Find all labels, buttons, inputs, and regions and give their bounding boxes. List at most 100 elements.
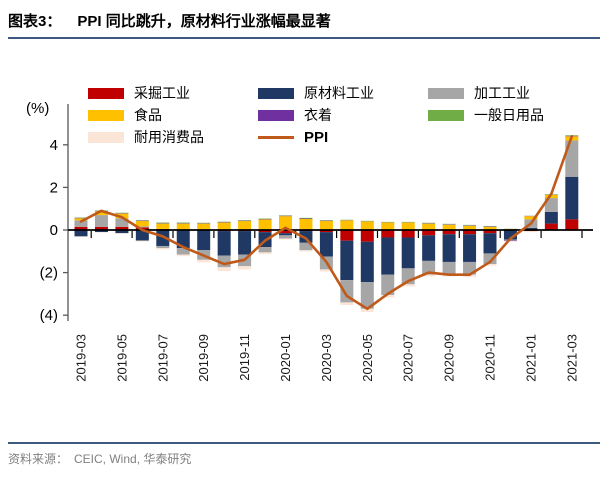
durable-consumer-goods-segment bbox=[238, 266, 252, 270]
legend-label-durable-consumer-goods: 耐用消费品 bbox=[134, 131, 204, 146]
bar-2020-04 bbox=[340, 219, 354, 305]
source-line: 资料来源： CEIC, Wind, 华泰研究 bbox=[8, 450, 191, 467]
processing-industry-segment bbox=[442, 261, 456, 275]
durable-consumer-goods-segment bbox=[197, 259, 211, 263]
raw-materials-industry-segment bbox=[463, 234, 477, 262]
figure-label: 图表3： bbox=[8, 13, 62, 30]
processing-industry-segment bbox=[565, 140, 579, 177]
legend-label-ppi: PPI bbox=[304, 128, 329, 146]
bar-2020-06 bbox=[381, 221, 395, 298]
bar-2020-05 bbox=[360, 220, 374, 312]
clothing-legend-swatch bbox=[258, 109, 294, 121]
food-segment bbox=[176, 223, 190, 230]
processing-industry-segment bbox=[135, 226, 149, 228]
bar-2020-09 bbox=[442, 223, 456, 277]
processing-industry-segment bbox=[544, 198, 558, 212]
x-tick-label: 2019-09 bbox=[196, 334, 211, 382]
durable-consumer-goods-segment bbox=[483, 264, 497, 266]
processing-industry-segment bbox=[381, 274, 395, 295]
food-segment bbox=[217, 222, 231, 230]
food-legend-swatch bbox=[88, 109, 124, 121]
mining-industry-segment bbox=[94, 226, 108, 230]
durable-consumer-goods-segment bbox=[115, 233, 129, 234]
durable-consumer-goods-segment bbox=[135, 240, 149, 242]
raw-materials-industry-segment bbox=[524, 227, 538, 230]
legend-label-clothing: 衣着 bbox=[304, 109, 332, 124]
food-segment bbox=[135, 221, 149, 227]
mining-industry-segment bbox=[565, 219, 579, 230]
processing-industry-segment bbox=[422, 260, 436, 275]
y-axis-unit-label: (%) bbox=[26, 100, 50, 117]
processing-industry-segment bbox=[94, 215, 108, 227]
legend-label-raw-materials-industry: 原材料工业 bbox=[304, 87, 374, 102]
bar-2020-01 bbox=[279, 215, 292, 240]
raw-materials-industry-segment bbox=[238, 231, 252, 255]
food-segment bbox=[483, 226, 497, 230]
figure-title: PPI 同比跳升，原材料行业涨幅最显著 bbox=[77, 13, 331, 30]
y-tick-label: (4) bbox=[40, 307, 58, 324]
y-tick-label: 4 bbox=[50, 137, 58, 154]
durable-consumer-goods-segment bbox=[503, 241, 517, 242]
food-segment bbox=[544, 194, 558, 199]
mining-industry-segment bbox=[279, 230, 292, 234]
bar-2021-03 bbox=[565, 135, 579, 232]
figure-header: 图表3： PPI 同比跳升，原材料行业涨幅最显著 bbox=[8, 10, 331, 31]
durable-consumer-goods-segment bbox=[279, 238, 292, 240]
mining-industry-segment bbox=[401, 230, 415, 238]
x-tick-label: 2020-05 bbox=[360, 334, 375, 382]
raw-materials-industry-segment bbox=[279, 233, 292, 236]
durable-consumer-goods-segment bbox=[381, 294, 395, 298]
y-tick-label: 0 bbox=[50, 222, 58, 239]
food-segment bbox=[463, 225, 477, 230]
durable-consumer-goods-segment bbox=[299, 250, 313, 252]
legend-item-processing-industry: 加工工业 bbox=[428, 86, 544, 102]
food-segment bbox=[238, 221, 252, 230]
mining-industry-segment bbox=[483, 230, 497, 234]
mining-industry-legend-swatch bbox=[88, 87, 124, 99]
processing-industry-segment bbox=[279, 235, 292, 239]
raw-materials-industry-segment bbox=[340, 240, 354, 281]
general-daily-goods-segment bbox=[299, 217, 313, 219]
raw-materials-industry-segment bbox=[74, 230, 88, 237]
mining-industry-segment bbox=[74, 226, 88, 230]
raw-materials-industry-segment bbox=[401, 237, 415, 269]
processing-industry-segment bbox=[176, 248, 190, 255]
food-segment bbox=[381, 222, 395, 230]
bar-2019-08 bbox=[176, 222, 190, 257]
mining-industry-segment bbox=[115, 226, 129, 230]
food-segment bbox=[422, 223, 436, 230]
x-tick-label: 2020-07 bbox=[401, 334, 416, 382]
food-segment bbox=[74, 218, 88, 221]
raw-materials-industry-segment bbox=[442, 234, 456, 262]
legend-label-mining-industry: 采掘工业 bbox=[134, 87, 190, 102]
bar-2019-03 bbox=[74, 217, 88, 237]
durable-consumer-goods-segment bbox=[401, 284, 415, 287]
food-segment bbox=[299, 218, 313, 230]
raw-materials-industry-segment bbox=[217, 231, 231, 256]
legend-label-general-daily-goods: 一般日用品 bbox=[474, 109, 544, 124]
raw-materials-industry-segment bbox=[176, 230, 190, 249]
general-daily-goods-segment bbox=[176, 222, 190, 224]
legend-item-raw-materials-industry: 原材料工业 bbox=[258, 86, 428, 102]
raw-materials-industry-segment bbox=[299, 231, 313, 243]
food-segment bbox=[279, 216, 292, 231]
bar-2020-08 bbox=[422, 222, 436, 277]
chart-legend: 采掘工业 原材料工业 加工工业 食品 衣着 一般日用品 耐用消费品 PPI bbox=[88, 86, 544, 146]
raw-materials-industry-segment bbox=[360, 241, 374, 283]
processing-industry-segment bbox=[156, 245, 170, 249]
legend-item-general-daily-goods: 一般日用品 bbox=[428, 108, 544, 124]
raw-materials-industry-segment bbox=[156, 230, 170, 246]
x-tick-label: 2020-03 bbox=[319, 334, 334, 382]
ppi-legend-swatch bbox=[258, 135, 294, 139]
x-tick-label: 2021-03 bbox=[564, 334, 579, 382]
food-segment bbox=[156, 223, 170, 229]
mining-industry-segment bbox=[422, 230, 436, 236]
ppi-line bbox=[79, 134, 574, 311]
mining-industry-segment bbox=[544, 223, 558, 230]
durable-consumer-goods-legend-swatch bbox=[88, 131, 124, 143]
raw-materials-industry-legend-swatch bbox=[258, 87, 294, 99]
x-tick-label: 2019-11 bbox=[237, 334, 252, 381]
food-segment bbox=[319, 221, 333, 230]
